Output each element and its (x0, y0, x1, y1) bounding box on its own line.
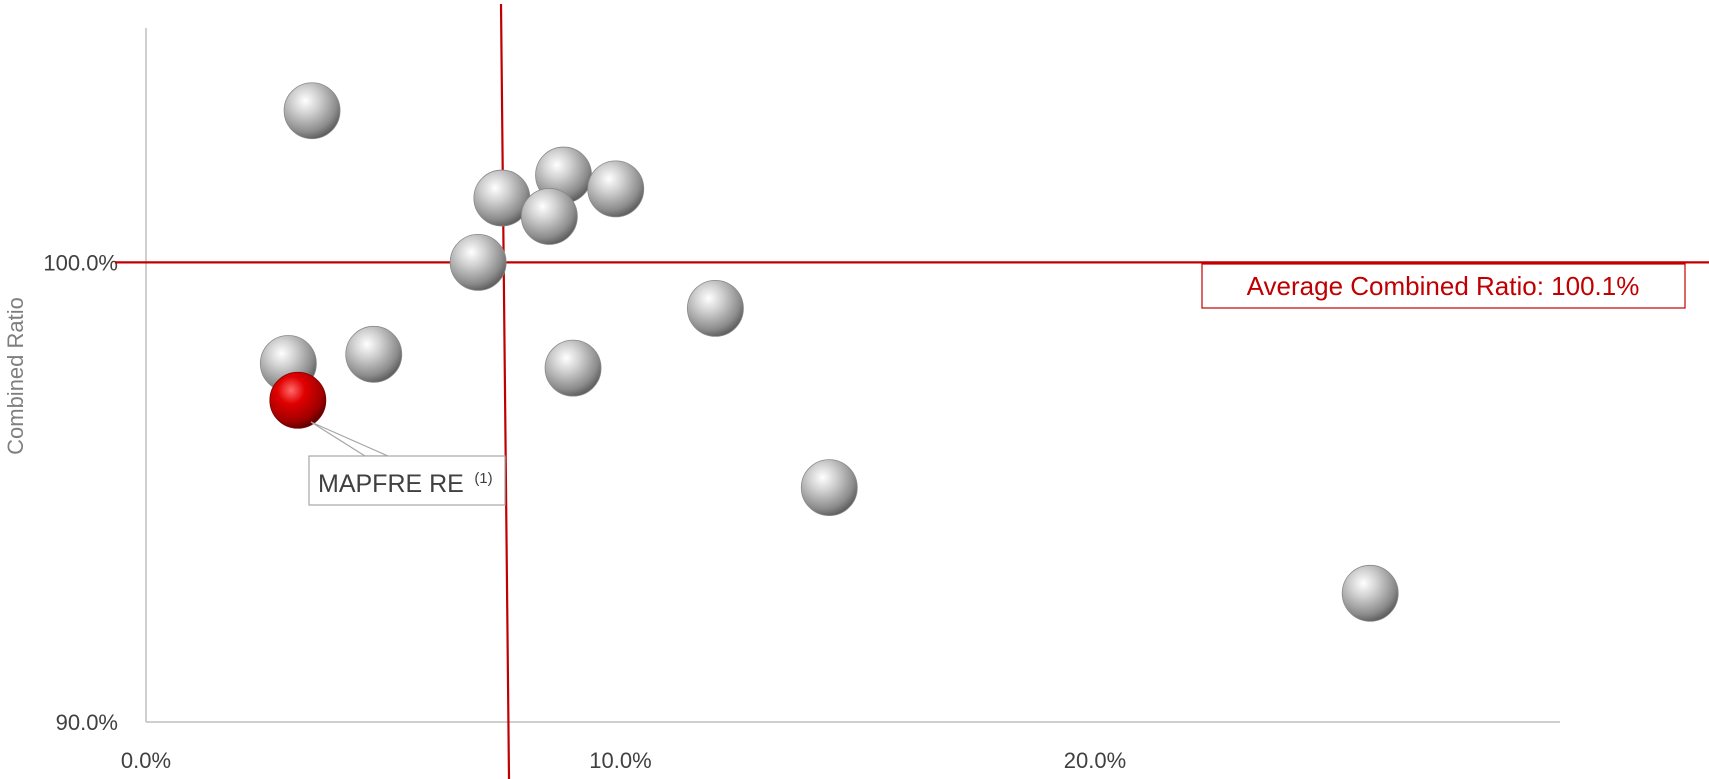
y-axis-title: Combined Ratio (3, 297, 28, 455)
average-combined-ratio-label: Average Combined Ratio: 100.1% (1247, 271, 1640, 301)
callout-text: MAPFRE RE (1) (318, 470, 493, 498)
points-layer (259, 82, 1399, 622)
average-growth-line (499, 3, 511, 779)
data-point (1341, 564, 1399, 622)
x-tick-label: 20.0% (1064, 748, 1126, 773)
data-point (345, 325, 403, 383)
reference-lines: Average Combined Ratio: 100.1% (115, 3, 1709, 779)
data-point (544, 339, 602, 397)
x-tick-label: 0.0% (121, 748, 171, 773)
average-combined-ratio-box (1201, 263, 1686, 309)
callout-label: MAPFRE RE (318, 470, 464, 498)
data-point (283, 82, 341, 140)
x-tick-label: 10.0% (589, 748, 651, 773)
ticks-layer: 0.0% 10.0% 20.0% 90.0% 100.0% (43, 250, 1126, 773)
data-point (587, 160, 645, 218)
data-point (686, 279, 744, 337)
data-point (800, 459, 858, 517)
data-point (449, 233, 507, 291)
callout-footnote: (1) (474, 470, 492, 487)
mapfre-re-callout: MAPFRE RE (1) (308, 421, 506, 506)
y-tick-label: 100.0% (43, 250, 118, 275)
callout-pointer (310, 421, 389, 457)
callout-box (308, 455, 506, 506)
data-point (520, 188, 578, 245)
y-tick-label: 90.0% (56, 710, 118, 735)
highlighted-data-point (269, 371, 327, 429)
